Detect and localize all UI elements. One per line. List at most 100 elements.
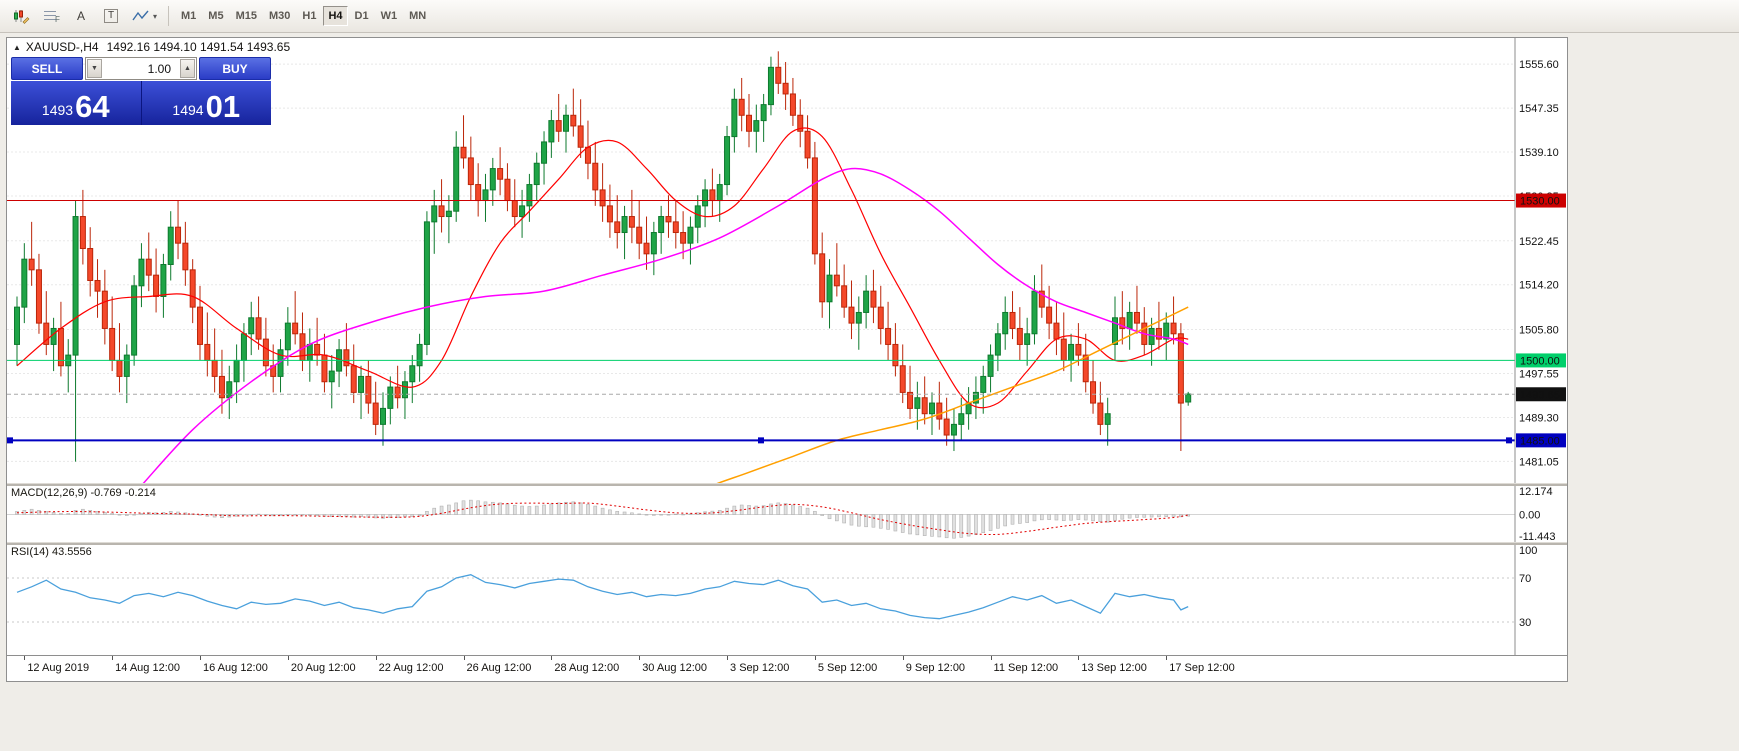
- macd-bar: [1054, 514, 1059, 521]
- candle-body: [987, 354, 994, 377]
- volume-decrease-button[interactable]: ▼: [87, 59, 102, 78]
- candle-body: [255, 317, 262, 340]
- candle-body: [1177, 333, 1184, 404]
- macd-bar: [110, 513, 114, 515]
- chart-window: 1555.601547.351539.101530.851522.451514.…: [6, 37, 1568, 682]
- timeframe-m1[interactable]: M1: [176, 6, 201, 26]
- macd-bar: [505, 503, 510, 515]
- macd-tick-label: 0.00: [1519, 510, 1540, 522]
- sell-price-display[interactable]: 1493 64: [11, 81, 142, 125]
- candle-body: [314, 343, 321, 356]
- one-click-price-row: 1493 64 1494 01: [11, 81, 271, 125]
- macd-bar: [849, 514, 854, 526]
- time-tick: [990, 656, 992, 660]
- text-tool-icon[interactable]: A: [67, 4, 95, 28]
- candle-body: [475, 184, 482, 202]
- timeframe-m30[interactable]: M30: [264, 6, 295, 26]
- price-tick-label: 1522.45: [1519, 236, 1559, 248]
- candle-body: [731, 98, 738, 138]
- timeframe-h4[interactable]: H4: [323, 6, 348, 26]
- candle-body: [79, 216, 86, 250]
- candle-body: [358, 375, 365, 393]
- price-tick-label: 1547.35: [1519, 103, 1559, 115]
- macd-bar: [198, 514, 202, 516]
- timeframe-d1[interactable]: D1: [350, 6, 374, 26]
- time-tick: [639, 656, 641, 660]
- price-tick-label: 1489.30: [1519, 412, 1559, 424]
- macd-panel: 12.174 0.00 -11.443 MACD(12,26,9) -0.769 -…: [7, 486, 1567, 542]
- time-axis[interactable]: 12 Aug 2019 14 Aug 12:00 16 Aug 12:00 20 Au…: [7, 655, 1567, 681]
- macd-bar: [908, 514, 912, 535]
- hline-1485.00[interactable]: [7, 437, 1515, 444]
- timeframe-m5[interactable]: M5: [203, 6, 228, 26]
- macd-bar: [278, 514, 283, 516]
- toolbar-separator: [168, 6, 170, 26]
- candle-body: [72, 216, 79, 356]
- macd-bar: [754, 505, 759, 515]
- panel-separator[interactable]: [7, 542, 1567, 545]
- macd-bar: [73, 510, 78, 515]
- time-tick: [24, 656, 26, 660]
- candle-body: [131, 285, 138, 356]
- candle-body: [929, 402, 935, 415]
- candle-body: [416, 343, 423, 367]
- timeframe-group: M1 M5 M15 M30 H1 H4 D1 W1 MN: [175, 6, 432, 26]
- macd-bar: [359, 514, 363, 517]
- chart-canvas[interactable]: 1555.601547.351539.101530.851522.451514.…: [7, 38, 1567, 483]
- candle-body: [811, 157, 818, 255]
- candle-body: [526, 184, 533, 207]
- hline-handle[interactable]: [7, 437, 13, 444]
- hline-price-badge: [1516, 433, 1566, 448]
- volume-input[interactable]: [103, 58, 179, 79]
- candle-body: [855, 311, 862, 324]
- candle-body: [409, 365, 416, 383]
- macd-bar: [1171, 514, 1176, 517]
- rsi-canvas[interactable]: 100 70 30: [7, 545, 1567, 655]
- timeframe-mn[interactable]: MN: [404, 6, 431, 26]
- macd-bar: [571, 501, 576, 515]
- candle-body: [343, 349, 350, 367]
- macd-bar: [798, 506, 803, 515]
- candle-body: [541, 141, 548, 164]
- line-studies-icon[interactable]: ▾: [127, 4, 161, 28]
- price-tick-label: 1555.60: [1519, 59, 1559, 71]
- macd-bar: [900, 514, 905, 533]
- macd-bar: [791, 504, 795, 515]
- time-tick: [112, 656, 114, 660]
- candle-body: [958, 413, 965, 425]
- hline-handle[interactable]: [1506, 437, 1512, 444]
- timeframe-h1[interactable]: H1: [297, 6, 321, 26]
- macd-bar: [527, 506, 532, 515]
- candle-body: [746, 114, 752, 132]
- macd-bar: [59, 513, 63, 515]
- macd-bar: [1025, 514, 1029, 523]
- hline-price-badge-text: 1485.00: [1520, 435, 1560, 447]
- fibonacci-label: F: [55, 14, 60, 24]
- fibonacci-icon[interactable]: F: [37, 4, 65, 28]
- macd-bar: [381, 514, 385, 519]
- candle-body: [123, 354, 130, 377]
- candle-body: [101, 290, 108, 329]
- candle-body: [1002, 311, 1009, 335]
- timeframe-m15[interactable]: M15: [231, 6, 262, 26]
- timeframe-w1[interactable]: W1: [376, 6, 403, 26]
- candlestick-chart-icon[interactable]: [7, 4, 35, 28]
- volume-increase-button[interactable]: ▲: [180, 59, 195, 78]
- hline-handle[interactable]: [758, 437, 764, 444]
- candle-body: [994, 333, 1001, 356]
- candle-body: [782, 82, 789, 95]
- buy-button[interactable]: BUY: [199, 57, 271, 80]
- macd-bar: [1113, 514, 1117, 521]
- candles-glyph: [13, 9, 29, 24]
- candle-body: [467, 157, 474, 186]
- label-tool-icon[interactable]: T: [97, 4, 125, 28]
- buy-price-display[interactable]: 1494 01: [141, 81, 271, 125]
- macd-bar: [944, 514, 949, 539]
- macd-canvas[interactable]: 12.174 0.00 -11.443: [7, 486, 1567, 542]
- sell-price-main: 1493: [41, 102, 74, 118]
- sell-button[interactable]: SELL: [11, 57, 83, 80]
- panel-separator[interactable]: [7, 483, 1567, 486]
- expand-icon[interactable]: ▲: [13, 42, 21, 52]
- price-axis[interactable]: 1555.601547.351539.101530.851522.451514.…: [1519, 59, 1559, 468]
- candle-body: [197, 306, 203, 345]
